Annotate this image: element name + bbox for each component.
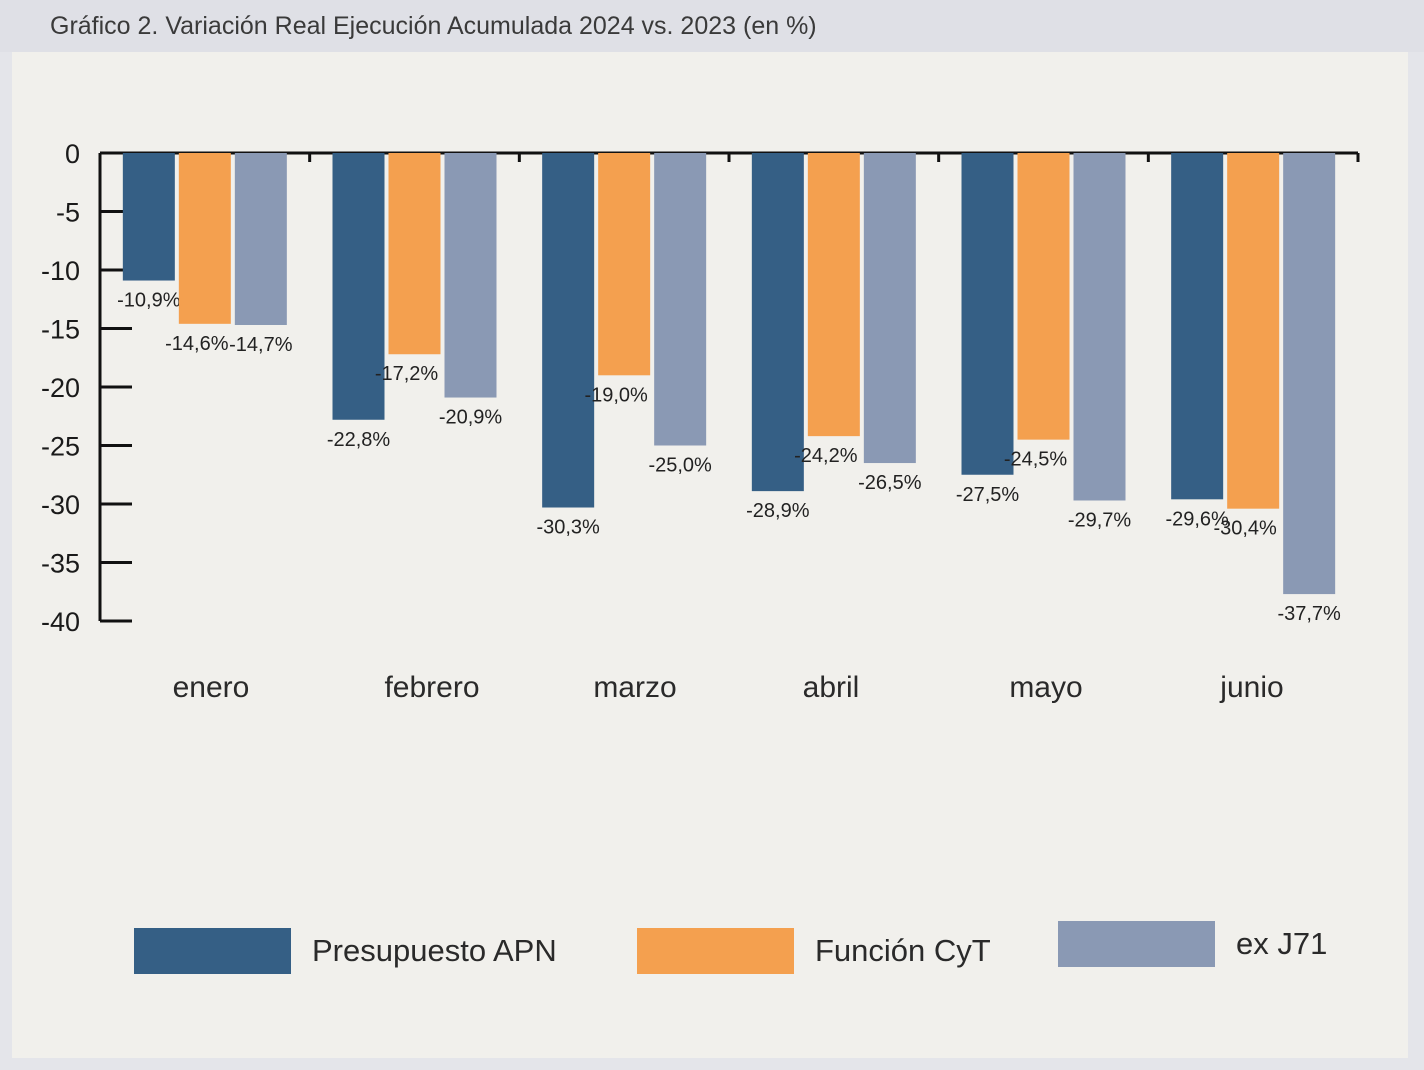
bar-presupuesto-apn — [332, 153, 385, 420]
data-label: -24,5% — [1004, 449, 1068, 471]
y-tick-label: 0 — [65, 139, 80, 169]
data-label: -10,9% — [117, 290, 181, 312]
bar-ex-j71 — [444, 153, 497, 398]
data-label: -14,6% — [165, 333, 229, 355]
bar-funcion-cyt — [598, 153, 651, 376]
data-label: -29,6% — [1165, 508, 1229, 530]
y-tick-label: -35 — [41, 549, 80, 579]
y-tick-label: -10 — [41, 256, 80, 286]
data-label: -26,5% — [858, 472, 922, 494]
y-tick-label: -25 — [41, 432, 80, 462]
data-label: -27,5% — [956, 484, 1020, 506]
category-label: junio — [1219, 671, 1283, 704]
bar-ex-j71 — [234, 153, 287, 325]
legend-swatch — [134, 928, 291, 974]
data-label: -19,0% — [584, 384, 648, 406]
data-label: -37,7% — [1277, 603, 1341, 625]
bar-ex-j71 — [1283, 153, 1336, 595]
legend-label: Presupuesto APN — [312, 933, 557, 968]
legend-label: ex J71 — [1236, 926, 1327, 961]
category-label: abril — [803, 671, 860, 704]
category-label: enero — [173, 671, 250, 704]
data-label: -24,2% — [794, 445, 858, 467]
data-label: -28,9% — [746, 500, 810, 522]
y-tick-label: -5 — [56, 198, 80, 228]
category-label: febrero — [384, 671, 479, 704]
data-label: -30,3% — [536, 517, 600, 539]
bar-ex-j71 — [863, 153, 916, 464]
bar-presupuesto-apn — [122, 153, 175, 281]
bar-presupuesto-apn — [751, 153, 804, 492]
legend-swatch — [1058, 921, 1215, 967]
data-label: -22,8% — [327, 429, 391, 451]
category-label: marzo — [593, 671, 676, 704]
y-tick-label: -20 — [41, 373, 80, 403]
y-tick-label: -15 — [41, 315, 80, 345]
bar-ex-j71 — [654, 153, 707, 446]
bar-funcion-cyt — [1017, 153, 1070, 440]
bar-funcion-cyt — [388, 153, 441, 355]
data-label: -20,9% — [439, 407, 503, 429]
bar-presupuesto-apn — [542, 153, 595, 508]
y-tick-label: -30 — [41, 490, 80, 520]
data-label: -17,2% — [375, 363, 439, 385]
chart-header: Gráfico 2. Variación Real Ejecución Acum… — [0, 0, 1424, 52]
bar-funcion-cyt — [807, 153, 860, 437]
y-tick-label: -40 — [41, 607, 80, 637]
data-label: -30,4% — [1213, 518, 1277, 540]
bar-presupuesto-apn — [1171, 153, 1224, 500]
data-label: -14,7% — [229, 334, 293, 356]
data-label: -25,0% — [648, 455, 712, 477]
bar-funcion-cyt — [1227, 153, 1280, 509]
data-label: -29,7% — [1068, 509, 1132, 531]
chart-title: Gráfico 2. Variación Real Ejecución Acum… — [50, 12, 817, 40]
bar-ex-j71 — [1073, 153, 1126, 501]
bar-funcion-cyt — [178, 153, 231, 324]
bar-presupuesto-apn — [961, 153, 1014, 475]
legend-label: Función CyT — [815, 933, 991, 968]
legend-swatch — [637, 928, 794, 974]
category-label: mayo — [1009, 671, 1082, 704]
